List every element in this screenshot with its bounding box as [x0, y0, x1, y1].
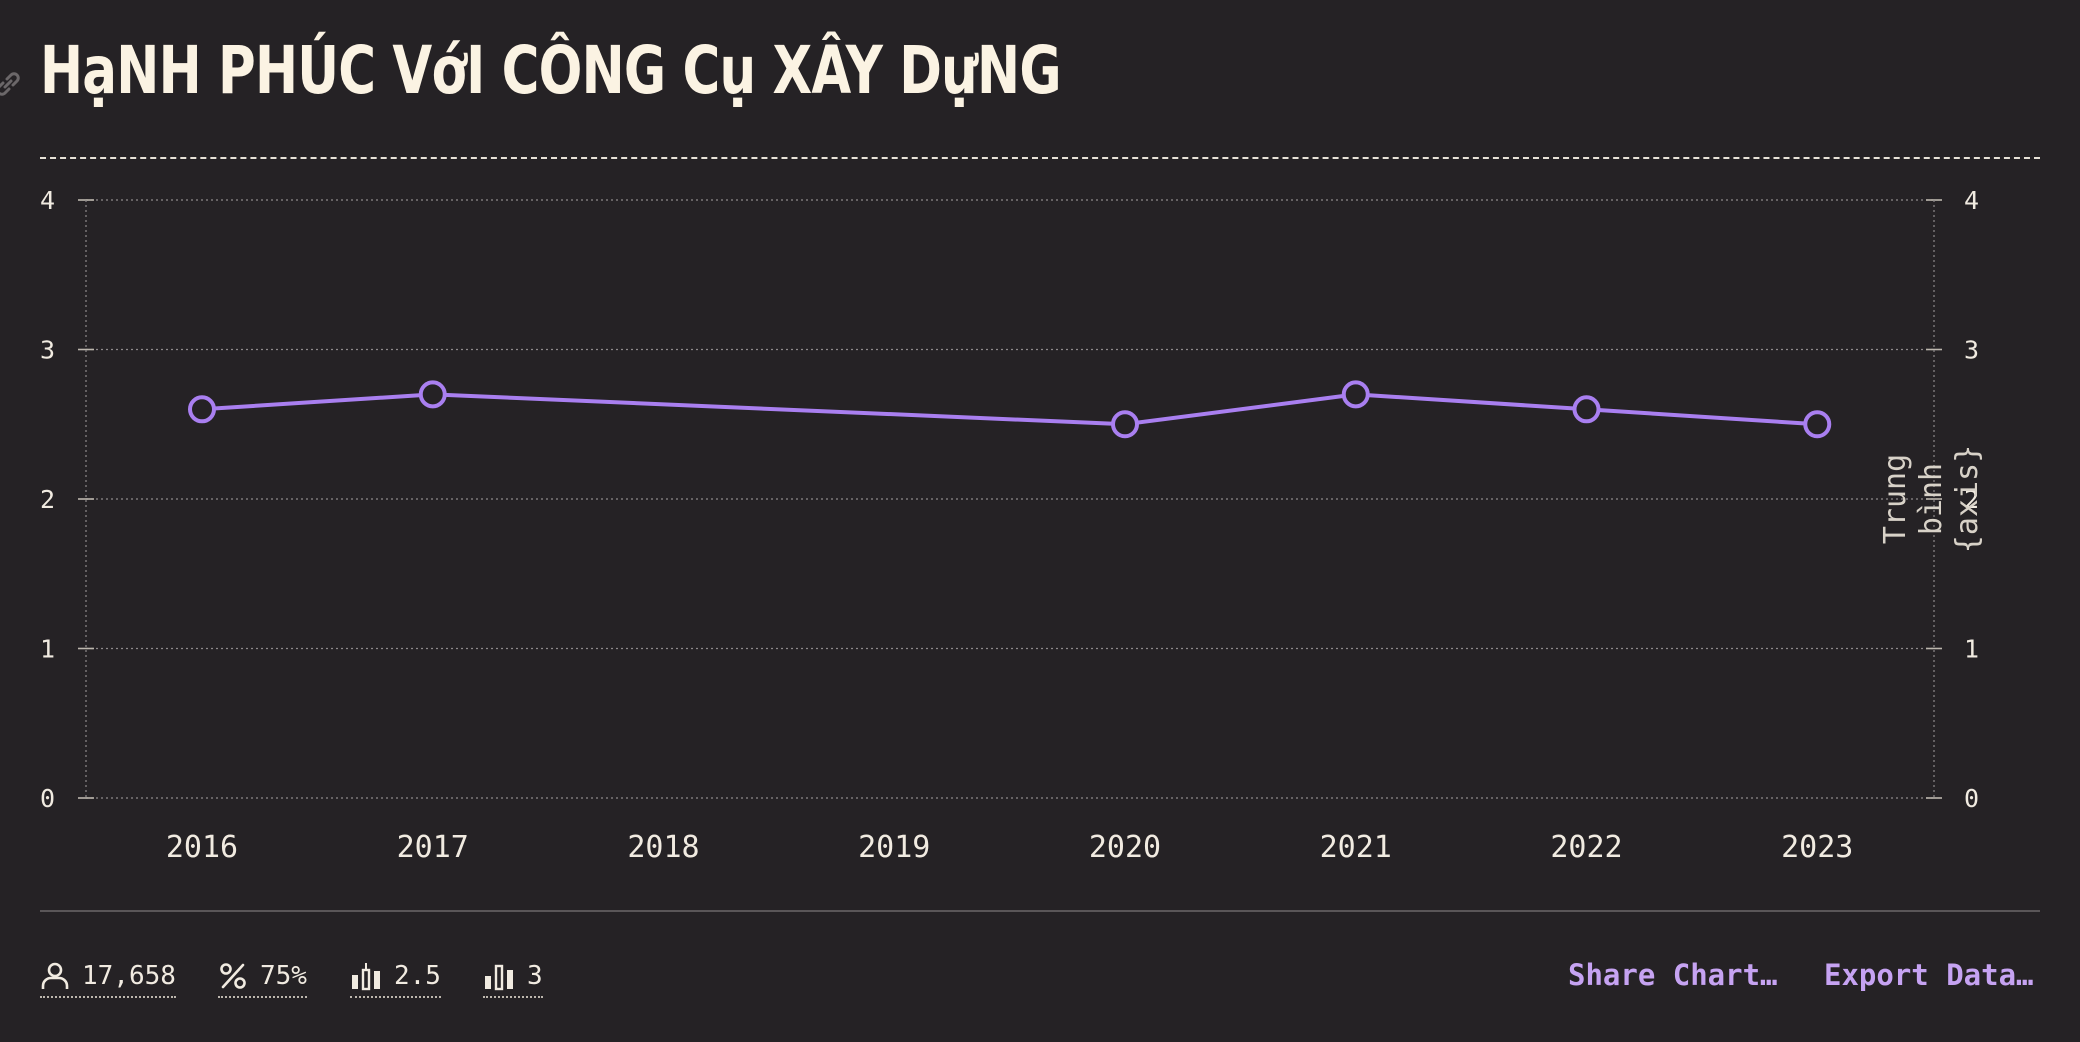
data-point-2023[interactable]: [1803, 410, 1832, 439]
series-layer: [188, 380, 1832, 439]
person-icon: [41, 962, 69, 989]
y-tick-right-4: 4: [1964, 186, 1979, 215]
x-tick-2022: 2022: [1550, 830, 1622, 865]
x-tick-2019: 2019: [858, 830, 930, 865]
chart-title: HạNH PHÚC VớI CÔNG Cụ XÂY DựNG: [40, 32, 1062, 109]
x-tick-2020: 2020: [1089, 830, 1161, 865]
right-axis-label-word: Trung: [1878, 454, 1913, 544]
title-divider: [40, 157, 2040, 159]
data-point-2016[interactable]: [188, 395, 216, 424]
grid-layer: [78, 199, 1942, 799]
y-tick-left-3: 3: [40, 336, 55, 365]
right-axis-label-word: {axis}: [1950, 445, 1985, 553]
x-tick-2023: 2023: [1781, 830, 1853, 865]
x-tick-2017: 2017: [397, 830, 469, 865]
tick-labels: 0 0 1 1 2 2 3 3 4 4 2016 2017 2018 2019 2020 2021 2022 20…: [40, 186, 1979, 865]
x-tick-2018: 2018: [627, 830, 699, 865]
right-axis-label: Trungbình{axis}: [1878, 445, 1985, 553]
percent-icon: [220, 963, 246, 989]
export-data-button[interactable]: Export Data…: [1824, 958, 2034, 992]
y-tick-right-2: 2: [1964, 485, 1979, 514]
series-line: [201, 392, 1818, 427]
y-tick-left-0: 0: [40, 784, 55, 813]
candlestick-chart-icon: [352, 963, 380, 991]
footer-divider: [40, 910, 2040, 912]
x-tick-2016: 2016: [166, 830, 238, 865]
data-point-2020[interactable]: [1111, 410, 1139, 439]
average-stat[interactable]: 2.5: [350, 956, 441, 998]
x-tick-2021: 2021: [1320, 830, 1392, 865]
median-value: 3: [527, 961, 543, 991]
data-point-2021[interactable]: [1341, 380, 1370, 409]
link-icon[interactable]: [0, 70, 22, 98]
respondents-count: 17,658: [82, 961, 176, 991]
data-point-2017[interactable]: [418, 380, 447, 409]
bar-chart-icon: [485, 964, 513, 991]
y-tick-right-1: 1: [1964, 635, 1979, 664]
respondents-stat[interactable]: 17,658: [40, 956, 176, 998]
line-chart: 0 0 1 1 2 2 3 3 4 4 2016 2017 2018 2019 2020 2021 2022 20…: [40, 186, 1985, 865]
data-point-2022[interactable]: [1572, 395, 1601, 424]
right-axis-label-word: bình: [1914, 463, 1949, 535]
y-tick-left-2: 2: [40, 485, 55, 514]
share-chart-button[interactable]: Share Chart…: [1568, 958, 1778, 992]
y-tick-left-1: 1: [40, 635, 55, 664]
percent-stat[interactable]: 75%: [218, 956, 307, 998]
y-tick-left-4: 4: [40, 186, 55, 215]
y-tick-right-0: 0: [1964, 784, 1979, 813]
percent-value: 75%: [260, 961, 307, 991]
median-stat[interactable]: 3: [483, 956, 543, 998]
y-tick-right-3: 3: [1964, 336, 1979, 365]
average-value: 2.5: [394, 961, 441, 991]
